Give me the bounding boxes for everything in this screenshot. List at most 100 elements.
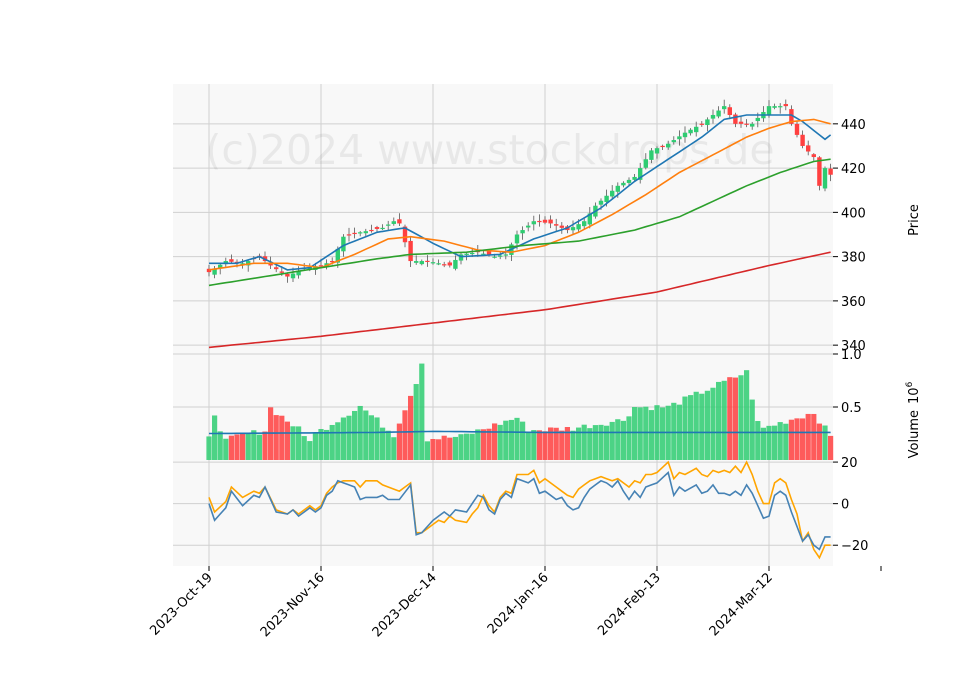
volume-bar [413, 384, 419, 460]
volume-axis-label: Volume 106 [905, 381, 922, 458]
volume-bar [368, 415, 374, 460]
candle-body [346, 234, 352, 236]
volume-bar [693, 391, 699, 460]
candle-body [481, 253, 486, 255]
candle-body [699, 123, 704, 125]
volume-bar [805, 413, 811, 460]
candle-body [570, 227, 576, 231]
volume-bar [262, 431, 268, 460]
volume-axis-label-base: 10 [907, 387, 922, 404]
candle-body [380, 227, 385, 230]
volume-bar [497, 424, 503, 460]
candle-body [694, 126, 699, 133]
volume-bar [542, 431, 548, 460]
volume-bar [223, 438, 229, 460]
volume-bar [335, 422, 341, 460]
candle-body [806, 145, 811, 152]
volume-bar [576, 427, 582, 460]
volume-axis-label-text: Volume [907, 410, 922, 458]
volume-bar [520, 421, 526, 460]
candle-body [274, 267, 279, 270]
candle-body [408, 240, 413, 262]
volume-bar [206, 436, 212, 460]
candle-body [470, 252, 475, 255]
osc-tick-label: 0 [841, 498, 849, 513]
candle-body [660, 145, 665, 148]
candle-body [621, 182, 626, 186]
candle-body [817, 157, 822, 186]
volume-panel [206, 363, 834, 460]
volume-bar [312, 433, 318, 460]
candle-body [738, 121, 744, 124]
volume-bar [581, 424, 587, 460]
x-tick-label: 2024-Jan-16 [485, 570, 552, 637]
candle-body [632, 176, 637, 180]
candle-body [705, 119, 710, 126]
candle-body [615, 185, 620, 192]
volume-bar [251, 430, 257, 460]
candle-body [341, 236, 346, 252]
candle-body [800, 134, 805, 146]
volume-bar [699, 393, 705, 460]
candle-body [582, 221, 587, 227]
volume-bar [777, 422, 783, 460]
volume-bar [559, 430, 565, 460]
candle-body [811, 154, 816, 158]
volume-bar [620, 420, 626, 460]
candle-body [576, 224, 581, 230]
candle-body [677, 136, 682, 140]
volume-axis-label-exponent: 6 [905, 381, 915, 387]
volume-bar [396, 423, 402, 460]
price-tick-label: 440 [841, 118, 866, 133]
volume-bar [307, 441, 313, 460]
volume-bar [217, 431, 223, 460]
candle-body [234, 261, 240, 263]
volume-bar [783, 423, 789, 460]
volume-bar [346, 415, 352, 460]
volume-bar [352, 410, 358, 460]
volume-bar [811, 413, 817, 460]
volume-bar [592, 425, 598, 460]
volume-bar [402, 410, 408, 460]
candle-body [358, 232, 363, 234]
volume-bar [794, 418, 800, 460]
candle-body [598, 200, 604, 205]
volume-bar [447, 437, 453, 460]
volume-bar [615, 419, 621, 460]
volume-bar [682, 396, 688, 460]
volume-bar [721, 380, 727, 460]
candle-body [682, 132, 688, 138]
volume-bar [301, 436, 307, 460]
candle-body [542, 219, 548, 223]
volume-bar [385, 430, 391, 460]
candle-body [442, 264, 447, 266]
candle-body [755, 117, 760, 122]
volume-bar [609, 421, 615, 460]
volume-bar [760, 427, 766, 460]
volume-bar [503, 420, 509, 460]
volume-bar [632, 407, 638, 460]
candle-body [526, 225, 531, 228]
volume-bar [240, 433, 246, 460]
volume-bar [514, 417, 520, 460]
candle-body [296, 270, 301, 276]
candle-body [229, 259, 234, 262]
candle-body [520, 230, 525, 234]
volume-bar [671, 402, 677, 460]
candle-body [626, 179, 632, 183]
volume-bar [744, 370, 750, 460]
candle-body [744, 123, 749, 125]
candle-body [419, 261, 424, 265]
candle-body [766, 106, 772, 115]
volume-tick-label: 1.0 [841, 348, 862, 363]
volume-bar [772, 425, 778, 460]
volume-bar [727, 377, 733, 460]
candle-body [330, 261, 335, 263]
candle-body [374, 227, 380, 229]
candle-body [688, 129, 693, 134]
candle-body [447, 262, 452, 266]
ma_medium-line [208, 118, 831, 271]
volume-bar [324, 429, 330, 460]
volume-bar [363, 410, 369, 460]
